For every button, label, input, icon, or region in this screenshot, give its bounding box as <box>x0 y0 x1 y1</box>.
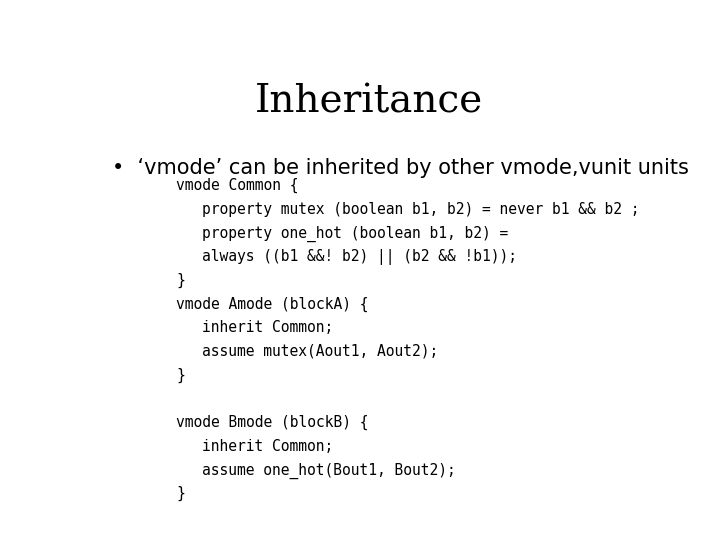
Text: inherit Common;: inherit Common; <box>202 438 333 454</box>
Text: vmode Amode (blockA) {: vmode Amode (blockA) { <box>176 296 369 312</box>
Text: assume one_hot(Bout1, Bout2);: assume one_hot(Bout1, Bout2); <box>202 462 455 478</box>
Text: always ((b1 &&! b2) || (b2 && !b1));: always ((b1 &&! b2) || (b2 && !b1)); <box>202 249 517 265</box>
Text: property mutex (boolean b1, b2) = never b1 && b2 ;: property mutex (boolean b1, b2) = never … <box>202 201 639 217</box>
Text: assume mutex(Aout1, Aout2);: assume mutex(Aout1, Aout2); <box>202 344 438 359</box>
Text: }: } <box>176 368 185 383</box>
Text: vmode Common {: vmode Common { <box>176 178 299 193</box>
Text: Inheritance: Inheritance <box>255 84 483 120</box>
Text: }: } <box>176 486 185 501</box>
Text: property one_hot (boolean b1, b2) =: property one_hot (boolean b1, b2) = <box>202 225 508 241</box>
Text: inherit Common;: inherit Common; <box>202 320 333 335</box>
Text: }: } <box>176 273 185 288</box>
Text: vmode Bmode (blockB) {: vmode Bmode (blockB) { <box>176 415 369 430</box>
Text: •  ‘vmode’ can be inherited by other vmode,vunit units: • ‘vmode’ can be inherited by other vmod… <box>112 158 689 178</box>
